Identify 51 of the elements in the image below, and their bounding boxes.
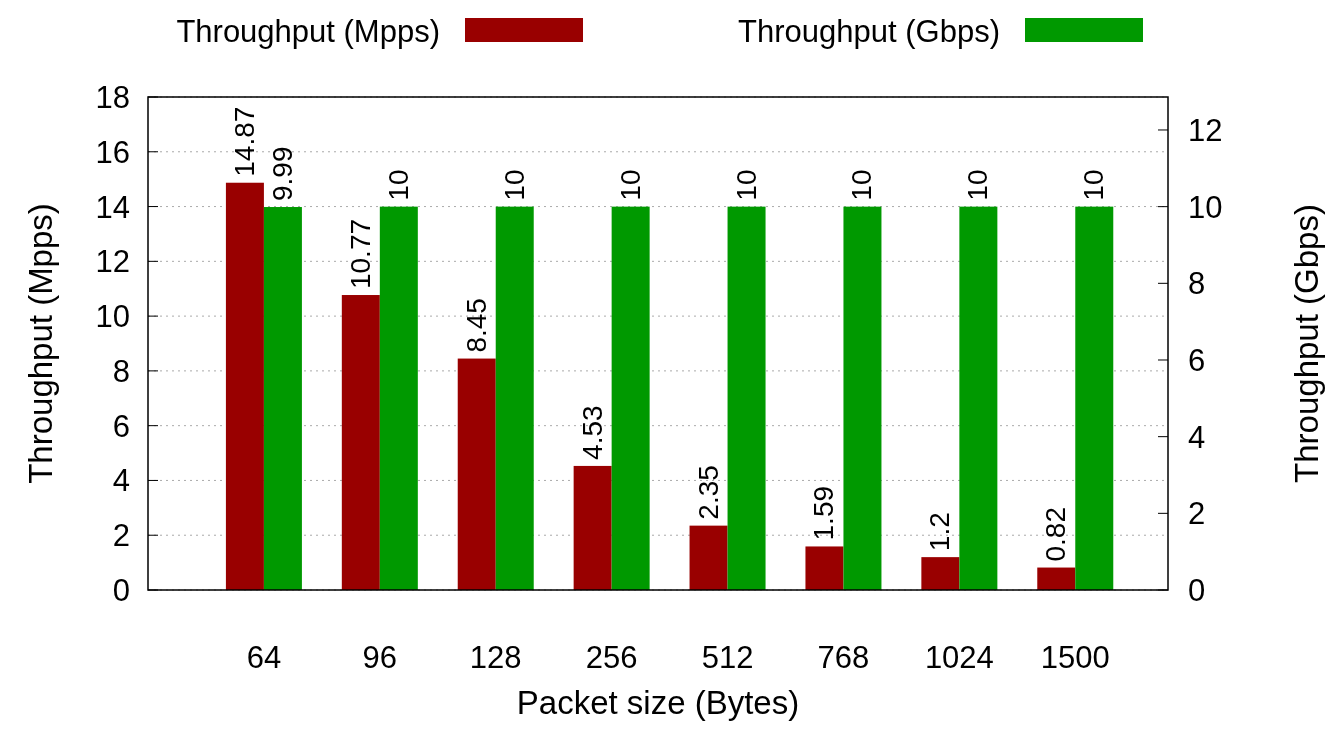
data-label: 14.87 <box>228 106 260 177</box>
x-axis-title: Packet size (Bytes) <box>516 684 800 721</box>
data-label: 10 <box>730 169 762 201</box>
bar <box>1037 567 1076 590</box>
y-axis-title: Throughput (Mpps) <box>22 203 59 484</box>
bar <box>573 465 612 590</box>
x-tick-label: 64 <box>246 640 282 675</box>
data-label: 10 <box>962 169 994 201</box>
data-label: 10.77 <box>344 218 376 290</box>
data-label: 10 <box>846 169 878 201</box>
data-label: 10 <box>382 169 414 201</box>
data-label: 8.45 <box>460 298 492 353</box>
y-tick-label: 18 <box>95 80 130 115</box>
data-label: 9.99 <box>266 146 298 202</box>
y-tick-label: 8 <box>112 353 130 389</box>
y-tick-label: 14 <box>95 189 130 225</box>
data-label: 2.35 <box>692 465 724 520</box>
bar <box>921 557 960 590</box>
data-label: 1.2 <box>924 512 956 552</box>
y-tick-label: 2 <box>112 518 130 554</box>
y-tick-label: 0 <box>112 573 130 608</box>
y2-tick-label: 4 <box>1188 419 1206 455</box>
data-label: 10 <box>614 169 646 201</box>
x-tick-label: 1024 <box>924 640 994 675</box>
bar <box>689 525 728 590</box>
x-tick-label: 512 <box>701 640 754 675</box>
y-tick-label: 12 <box>95 244 130 280</box>
data-label: 4.53 <box>576 405 608 460</box>
y2-tick-label: 6 <box>1188 342 1206 378</box>
y2-tick-label: 8 <box>1188 266 1206 302</box>
x-tick-label: 256 <box>585 640 638 675</box>
legend-label: Throughput (Gbps) <box>738 14 1000 49</box>
y2-tick-label: 2 <box>1188 496 1206 532</box>
x-tick-label: 768 <box>817 640 870 675</box>
data-label: 10 <box>498 169 530 201</box>
data-label: 10 <box>1078 169 1110 201</box>
y2-axis-title: Throughput (Gbps) <box>1288 204 1325 483</box>
y-tick-label: 6 <box>112 408 130 444</box>
data-label: 0.82 <box>1040 507 1072 562</box>
data-label: 1.59 <box>808 485 840 541</box>
x-tick-label: 1500 <box>1040 640 1110 675</box>
y2-tick-label: 0 <box>1188 573 1206 608</box>
y-tick-label: 4 <box>112 463 130 499</box>
y-tick-label: 10 <box>95 299 130 335</box>
y2-tick-label: 12 <box>1188 112 1223 148</box>
bar <box>805 546 844 590</box>
y2-tick-label: 10 <box>1188 189 1223 225</box>
legend-label: Throughput (Mpps) <box>176 14 440 49</box>
x-tick-label: 96 <box>362 640 398 675</box>
x-tick-label: 128 <box>469 640 522 675</box>
y-tick-label: 16 <box>95 134 130 170</box>
